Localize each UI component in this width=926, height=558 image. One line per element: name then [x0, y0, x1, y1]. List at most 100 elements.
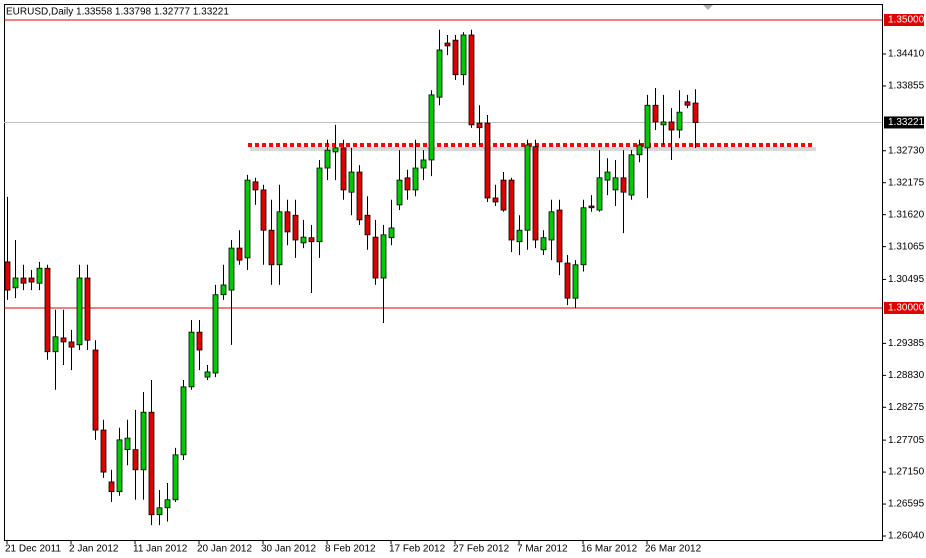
x-tick-label: 17 Feb 2012 [389, 544, 446, 555]
x-tick-label: 2 Jan 2012 [69, 544, 119, 555]
candle-body [636, 144, 643, 156]
candle-body [372, 236, 379, 279]
candle-body [20, 277, 27, 284]
candle-body [404, 177, 411, 191]
candle-body [68, 341, 75, 348]
candle-body [580, 207, 587, 266]
candle-body [60, 337, 67, 343]
candle-body [204, 371, 211, 378]
candle-body [540, 237, 547, 251]
candle-body [484, 122, 491, 199]
candle-body [556, 209, 563, 263]
y-tick-label: 1.27150 [888, 467, 925, 478]
candle-body [652, 104, 659, 123]
level-label: 1.35000 [888, 15, 925, 26]
candle-body [36, 267, 43, 284]
candle-body [612, 177, 619, 191]
plot-frame [4, 4, 883, 541]
candle-body [460, 34, 467, 76]
candle-body [500, 179, 507, 211]
x-tick-label: 8 Feb 2012 [325, 544, 376, 555]
candle-body [572, 264, 579, 299]
chart-shift-marker [703, 5, 713, 10]
candle-body [100, 429, 107, 473]
candle-body [380, 234, 387, 279]
y-tick-label: 1.31065 [888, 241, 925, 252]
y-tick-label: 1.30495 [888, 274, 925, 285]
candle-body [252, 181, 259, 191]
last-price-label: 1.33221 [888, 117, 925, 128]
candle-body [412, 167, 419, 191]
y-tick-label: 1.32730 [888, 145, 925, 156]
candle-body [492, 197, 499, 203]
candle-body [332, 147, 339, 153]
candle-body [132, 449, 139, 471]
level-label-box [884, 14, 924, 27]
candle-body [236, 247, 243, 261]
y-tick-label: 1.27705 [888, 435, 925, 446]
candle-body [268, 229, 275, 266]
candle-body [604, 171, 611, 181]
chart-title: EURUSD,Daily 1.33558 1.33798 1.32777 1.3… [6, 7, 229, 18]
candle-body [324, 149, 331, 169]
candle-body [436, 49, 443, 98]
level-label-box [884, 301, 924, 314]
candle-body [164, 499, 171, 509]
y-tick-label: 1.31620 [888, 209, 925, 220]
candle-body [116, 439, 123, 493]
candle-body [388, 227, 395, 239]
candle-body [524, 144, 531, 231]
candle-body [628, 154, 635, 196]
candle-body [676, 111, 683, 131]
candle-body [244, 179, 251, 259]
x-tick-label: 27 Feb 2012 [453, 544, 510, 555]
y-tick-label: 1.28275 [888, 402, 925, 413]
x-tick-label: 20 Jan 2012 [197, 544, 252, 555]
candle-body [420, 159, 427, 169]
x-tick-label: 7 Mar 2012 [517, 544, 568, 555]
y-tick-label: 1.26595 [888, 499, 925, 510]
candle-body [452, 39, 459, 76]
last-price-box [884, 116, 924, 129]
candle-body [76, 277, 83, 346]
candle-body [356, 171, 363, 221]
candle-body [564, 262, 571, 299]
candle-body [444, 42, 451, 47]
candle-body [276, 211, 283, 266]
candle-body [172, 454, 179, 501]
candle-body [340, 147, 347, 191]
candle-body [300, 236, 307, 244]
candle-body [108, 481, 115, 493]
candle-body [508, 179, 515, 241]
candle-body [44, 267, 51, 353]
candle-body [4, 261, 11, 291]
candle-body [684, 101, 691, 106]
y-tick-label: 1.28830 [888, 370, 925, 381]
x-tick-label: 26 Mar 2012 [645, 544, 702, 555]
y-tick-label: 1.32175 [888, 177, 925, 188]
candle-body [348, 171, 355, 193]
candle-body [548, 211, 555, 241]
candle-body [476, 122, 483, 129]
y-tick-label: 1.33855 [888, 81, 925, 92]
candle-body [220, 284, 227, 296]
candle-body [260, 189, 267, 231]
candle-body [468, 34, 475, 126]
candle-body [140, 411, 147, 471]
candle-body [620, 177, 627, 193]
candle-body [196, 331, 203, 351]
candle-body [84, 277, 91, 341]
candle-body [124, 437, 131, 451]
candle-body [52, 336, 59, 353]
candle-body [92, 349, 99, 431]
y-tick-label: 1.29385 [888, 338, 925, 349]
candle-body [660, 121, 667, 126]
candle-body [316, 167, 323, 243]
candle-body [668, 121, 675, 131]
candle-body [532, 146, 539, 241]
level-label: 1.30000 [888, 303, 925, 314]
candle-body [28, 277, 35, 283]
candle-body [428, 94, 435, 161]
